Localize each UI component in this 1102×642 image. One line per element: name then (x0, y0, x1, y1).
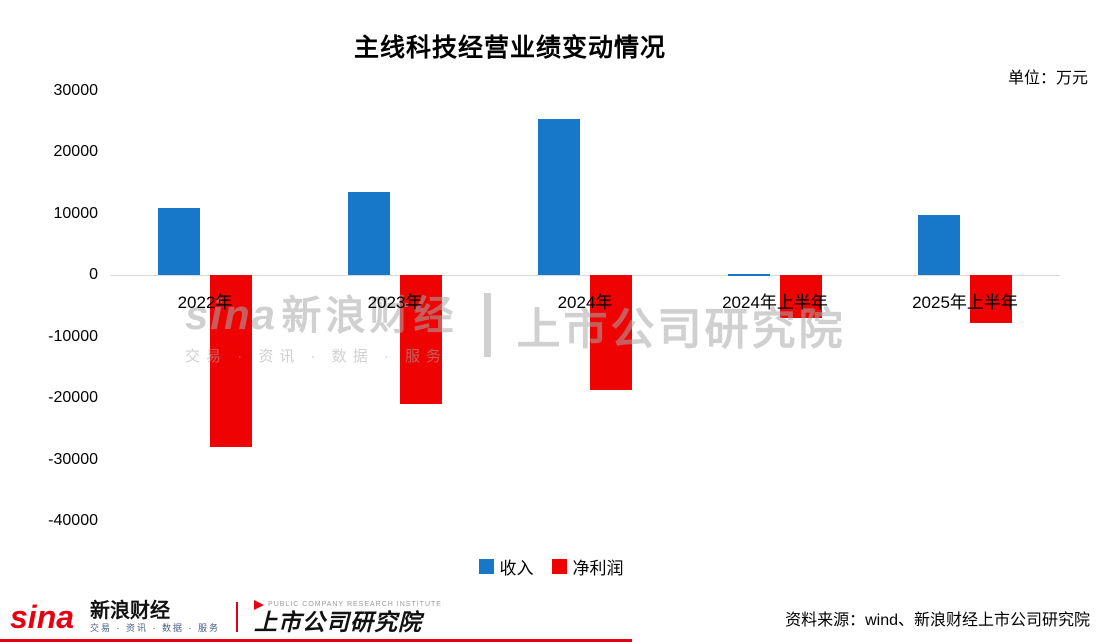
zero-axis-line (110, 275, 1060, 277)
x-category-label: 2024年上半年 (722, 293, 828, 313)
footer-logos: sina 新浪财经 交易 · 资讯 · 数据 · 服务 PUBLIC COMPA… (10, 598, 442, 635)
legend-item: 净利润 (551, 554, 624, 579)
x-category-label: 2024年 (557, 293, 613, 313)
sina-logo-text: 新浪财经 交易 · 资讯 · 数据 · 服务 (90, 600, 220, 634)
x-category-label: 2023年 (367, 293, 423, 313)
legend-swatch (478, 559, 494, 574)
legend-label: 收入 (499, 559, 534, 578)
institute-logo: PUBLIC COMPANY RESEARCH INSTITUTE 上市公司研究… (254, 599, 442, 635)
sina-cn-label: 新浪财经 (90, 599, 171, 622)
bar-收入-2024年上半年 (728, 274, 770, 277)
bottom-red-line (0, 639, 632, 642)
y-tick-label: -20000 (48, 389, 98, 407)
source-label: 资料来源：wind、新浪财经上市公司研究院 (785, 612, 1090, 629)
legend-label: 净利润 (572, 559, 624, 578)
footer-divider (236, 601, 239, 632)
y-tick-label: 0 (89, 266, 98, 284)
institute-cn-label: 上市公司研究院 (254, 608, 423, 635)
unit-label: 单位：万元 (1007, 70, 1088, 87)
y-tick-label: 30000 (53, 82, 99, 99)
bar-收入-2025年上半年 (918, 215, 960, 276)
sina-tagline: 交易 · 资讯 · 数据 · 服务 (90, 622, 221, 633)
bar-净利润-2025年上半年 (970, 275, 1012, 323)
sina-logo: sina (10, 598, 75, 635)
x-category-label: 2022年 (177, 293, 233, 313)
y-tick-label: -30000 (48, 450, 98, 468)
bar-收入-2023年 (348, 192, 390, 276)
legend-swatch (551, 559, 567, 574)
y-tick-label: -10000 (48, 327, 98, 345)
institute-logo-top: PUBLIC COMPANY RESEARCH INSTITUTE (254, 599, 442, 610)
institute-en-label: PUBLIC COMPANY RESEARCH INSTITUTE (268, 601, 442, 609)
bar-净利润-2023年 (400, 275, 442, 405)
y-tick-label: 10000 (53, 204, 99, 222)
bar-净利润-2024年上半年 (780, 275, 822, 319)
x-category-label: 2025年上半年 (912, 293, 1018, 313)
bar-净利润-2024年 (590, 275, 632, 391)
bar-净利润-2022年 (210, 275, 252, 448)
flag-icon (254, 599, 265, 610)
y-tick-label: 20000 (53, 143, 99, 161)
bar-收入-2022年 (158, 207, 200, 276)
legend-item: 收入 (478, 554, 534, 579)
y-tick-label: -40000 (48, 512, 98, 529)
chart-title: 主线科技经营业绩变动情况 (353, 34, 666, 62)
bar-收入-2024年 (538, 118, 580, 276)
chart-legend: 收入 净利润 (0, 554, 1102, 579)
